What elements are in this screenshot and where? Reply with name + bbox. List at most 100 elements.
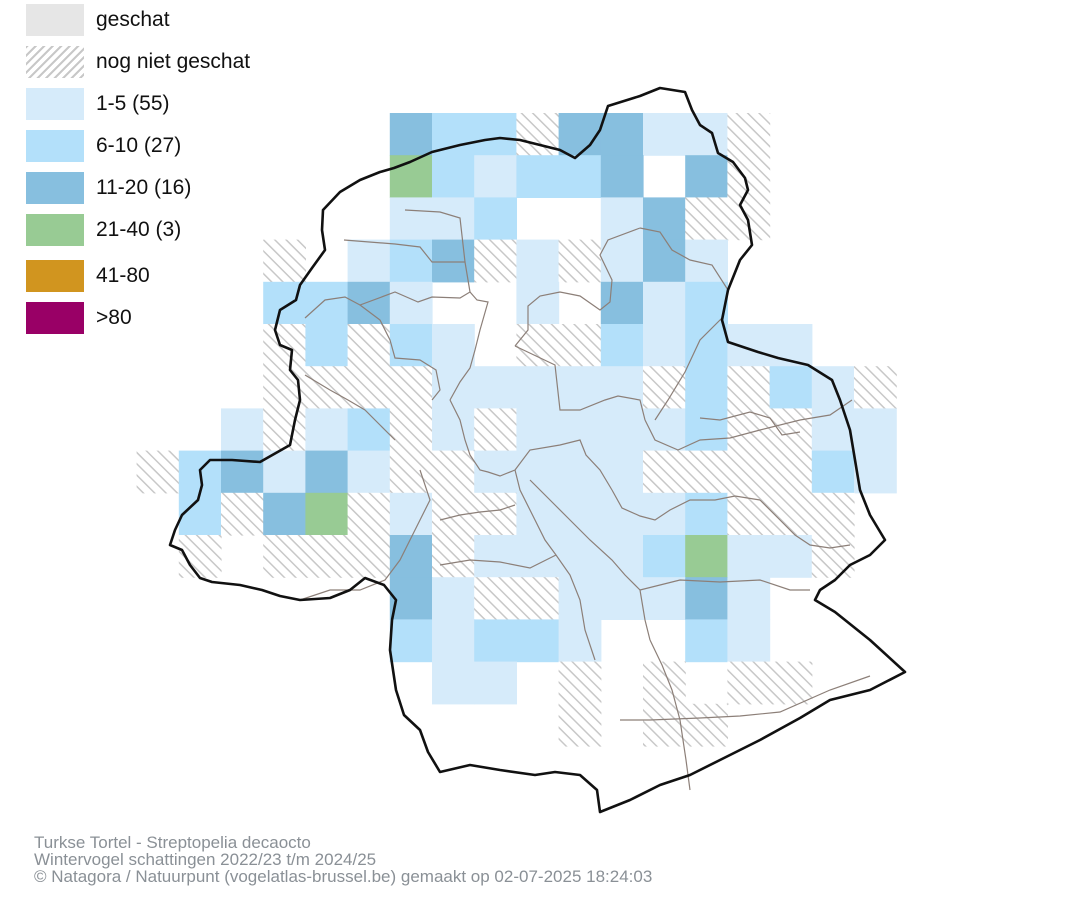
- legend-swatch: [26, 4, 84, 36]
- grid-square-not-estimated: [769, 492, 813, 536]
- grid-square-estimate: [305, 408, 349, 452]
- grid-square-estimate: [432, 408, 475, 452]
- grid-square-not-estimated: [558, 661, 602, 705]
- municipal-boundary: [644, 399, 853, 451]
- grid-square-estimate: [685, 155, 728, 198]
- grid-square-estimate: [305, 324, 349, 367]
- grid-square-estimate: [305, 281, 349, 325]
- grid-square-estimate: [221, 408, 264, 452]
- legend-swatch: [26, 130, 84, 162]
- grid-square-estimate: [854, 450, 897, 494]
- grid-square-not-estimated: [727, 408, 771, 452]
- grid-square-not-estimated: [136, 450, 180, 494]
- legend-label: 6-10 (27): [96, 134, 182, 157]
- municipal-boundary: [359, 304, 441, 401]
- municipal-boundary: [759, 499, 851, 549]
- municipal-boundary: [439, 504, 516, 521]
- grid-square-estimate: [600, 197, 644, 241]
- municipal-boundary: [449, 399, 516, 477]
- survey-period: Wintervogel schattingen 2022/23 t/m 2024…: [34, 850, 377, 869]
- legend-swatch: [26, 302, 84, 334]
- grid-square-estimate: [221, 450, 264, 494]
- grid-square-not-estimated: [432, 450, 475, 494]
- grid-square-estimate: [516, 492, 560, 536]
- copyright-credit: © Natagora / Natuurpunt (vogelatlas-brus…: [34, 867, 653, 886]
- grid-square-estimate: [643, 281, 686, 325]
- grid-square-not-estimated: [474, 408, 517, 452]
- grid-square-estimate: [600, 155, 644, 198]
- grid-square-not-estimated: [263, 535, 306, 578]
- legend-label: 11-20 (16): [96, 176, 192, 199]
- grid-square-estimate: [685, 281, 728, 325]
- grid-square-estimate: [432, 577, 475, 620]
- legend-item-nog-niet-geschat: nog niet geschat: [26, 45, 346, 79]
- grid-square-estimate: [474, 197, 517, 241]
- grid-square-not-estimated: [727, 450, 771, 494]
- grid-square-estimate: [389, 577, 433, 620]
- grid-square-estimate: [769, 366, 813, 409]
- grid-square-estimate: [600, 324, 644, 367]
- grid-square-not-estimated: [727, 492, 771, 536]
- grid-square-estimate: [600, 577, 644, 620]
- grid-square-not-estimated: [558, 239, 602, 283]
- grid-square-not-estimated: [474, 239, 517, 283]
- grid-square-estimate: [432, 619, 475, 663]
- grid-square-not-estimated: [347, 324, 391, 367]
- grid-square-estimate: [305, 492, 349, 536]
- grid-square-estimate: [643, 197, 686, 241]
- grid-square-estimate: [811, 450, 855, 494]
- grid-square-not-estimated: [727, 113, 771, 156]
- legend-item-geschat: geschat: [26, 3, 346, 37]
- grid-square-not-estimated: [727, 366, 771, 409]
- grid-square-not-estimated: [811, 492, 855, 536]
- municipal-boundary: [449, 291, 489, 401]
- grid-square-estimate: [643, 535, 686, 578]
- municipal-boundary: [439, 554, 557, 569]
- grid-square-estimate: [432, 366, 475, 409]
- legend-swatch: [26, 172, 84, 204]
- grid-square-estimate: [854, 408, 897, 452]
- grid-square-estimate: [389, 113, 433, 156]
- grid-square-not-estimated: [516, 324, 560, 367]
- grid-square-not-estimated: [769, 450, 813, 494]
- grid-square-not-estimated: [474, 492, 517, 536]
- grid-square-estimate: [516, 281, 560, 325]
- grid-square-estimate: [389, 535, 433, 578]
- grid-square-estimate: [643, 324, 686, 367]
- legend-swatch: [26, 46, 84, 78]
- grid-square-estimate: [347, 239, 391, 283]
- municipal-boundary: [299, 469, 431, 601]
- legend-item-41-80: 41-80: [26, 259, 346, 293]
- legend-label: >80: [96, 306, 132, 329]
- grid-square-estimate: [347, 450, 391, 494]
- grid-square-estimate: [516, 155, 560, 198]
- grid-square-not-estimated: [263, 408, 306, 452]
- grid-square-estimate: [727, 324, 771, 367]
- region-boundary: [168, 86, 907, 814]
- grid-square-estimate: [474, 619, 517, 663]
- grid-square-estimate: [558, 155, 602, 198]
- legend-label: geschat: [96, 8, 170, 31]
- grid-square-estimate: [432, 155, 475, 198]
- grid-square-not-estimated: [347, 492, 391, 536]
- grid-square-not-estimated: [643, 703, 686, 747]
- grid-square-not-estimated: [558, 324, 602, 367]
- grid-square-not-estimated: [685, 197, 728, 241]
- grid-square-estimate: [643, 113, 686, 156]
- municipal-boundary: [304, 239, 471, 319]
- grid-square-not-estimated: [347, 535, 391, 578]
- grid-square-estimate: [685, 366, 728, 409]
- grid-square-estimate: [600, 366, 644, 409]
- grid-square-estimate: [389, 492, 433, 536]
- grid-square-estimate: [558, 408, 602, 452]
- grid-square-estimate: [643, 239, 686, 283]
- grid-square-estimate: [685, 408, 728, 452]
- grid-square-not-estimated: [347, 366, 391, 409]
- grid-square-not-estimated: [305, 535, 349, 578]
- legend-item-over-80: >80: [26, 301, 346, 335]
- grid-square-estimate: [389, 324, 433, 367]
- grid-square-not-estimated: [474, 577, 517, 620]
- grid-square-estimate: [389, 619, 433, 663]
- grid-square-estimate: [389, 239, 433, 283]
- grid-square-not-estimated: [854, 366, 897, 409]
